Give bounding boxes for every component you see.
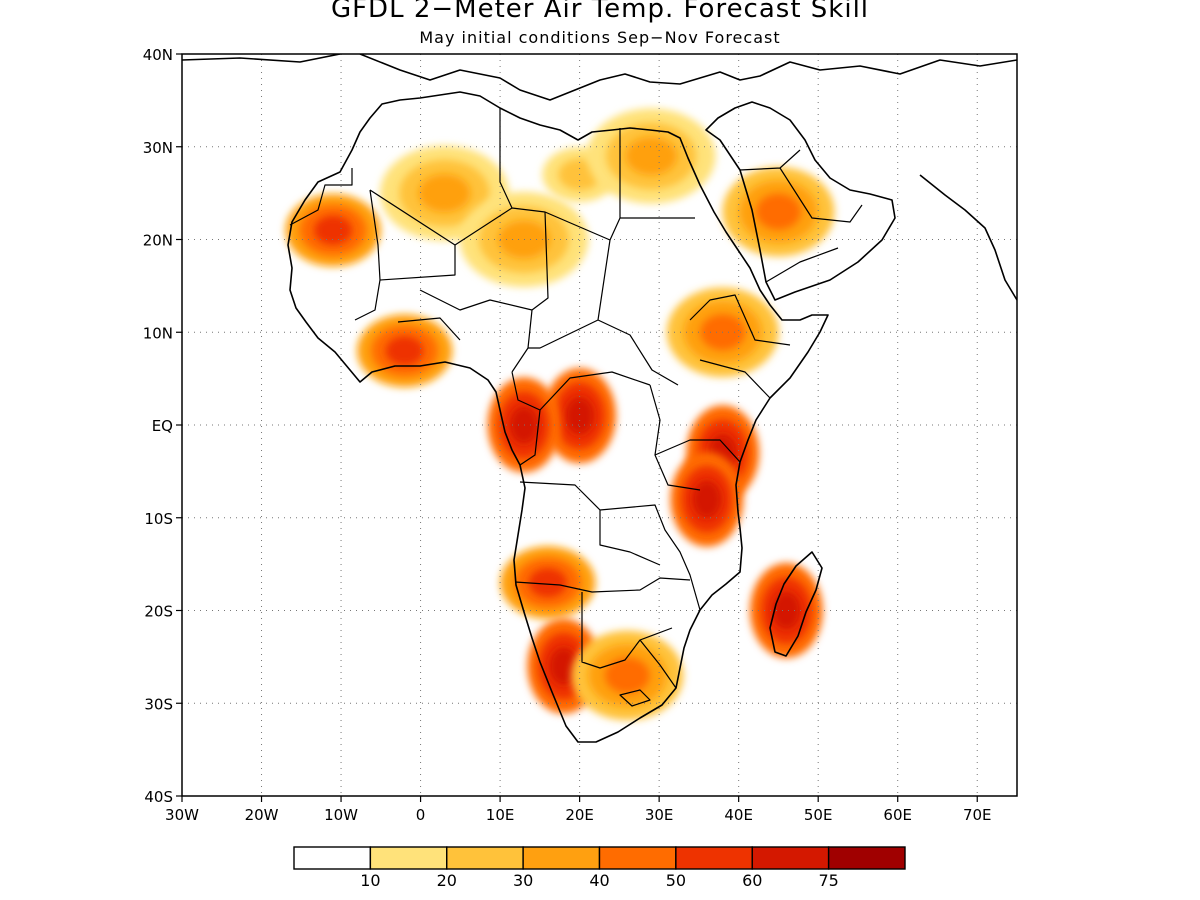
border-lines: [289, 108, 863, 707]
map-title: GFDL 2−Meter Air Temp. Forecast Skill: [330, 0, 870, 24]
latitude-axis: 40N 30N 20N 10N EQ 10S 20S 30S 40S: [143, 46, 182, 806]
arabia-coastline: [705, 101, 896, 301]
colorbar-swatch: [446, 846, 524, 870]
colorbar-swatch: [827, 846, 906, 870]
lat-tick-label: 10S: [144, 510, 173, 528]
lon-tick-label: 30E: [645, 806, 674, 824]
skill-region-south-africa: [604, 657, 650, 694]
lat-tick-label: 30S: [144, 695, 173, 713]
lat-tick-label: 30N: [143, 139, 173, 157]
lat-tick-label: 10N: [143, 324, 173, 342]
colorbar-label: 50: [666, 871, 686, 890]
colorbar-swatch: [675, 846, 753, 870]
lon-tick-label: 70E: [963, 806, 992, 824]
colorbar-swatch: [369, 846, 448, 870]
colorbar-swatch: [293, 846, 372, 870]
colorbar-swatch: [522, 846, 601, 870]
colorbar-label: 75: [818, 871, 838, 890]
colorbar-label: 40: [589, 871, 609, 890]
colorbar-swatch: [751, 846, 830, 870]
lon-tick-label: 10W: [324, 806, 358, 824]
colorbar-label: 20: [437, 871, 457, 890]
colorbar-label: 30: [513, 871, 533, 890]
lon-tick-label: 50E: [804, 806, 833, 824]
colorbar: 10 20 30 40 50 60 75: [293, 846, 906, 890]
lon-tick-label: 10E: [486, 806, 515, 824]
lat-tick-label: 20N: [143, 232, 173, 250]
longitude-axis: 30W 20W 10W 0 10E 20E 30E 40E 50E 60E 70E: [165, 796, 992, 824]
lon-tick-label: 20E: [565, 806, 594, 824]
skill-region-angola: [528, 568, 567, 598]
skill-region-egypt: [625, 136, 677, 176]
africa-coastline: [287, 91, 829, 743]
map-subtitle: May initial conditions Sep−Nov Forecast: [419, 28, 781, 47]
skill-region-namibia: [549, 647, 579, 686]
lon-tick-label: 20W: [245, 806, 279, 824]
colorbar-label: 60: [742, 871, 762, 890]
india-coastline: [919, 174, 1017, 301]
lon-tick-label: 30W: [165, 806, 199, 824]
europe-coastline: [182, 54, 1017, 101]
lat-tick-label: 40S: [144, 788, 173, 806]
lat-tick-label: EQ: [152, 417, 173, 435]
skill-region-sahara-central: [418, 174, 471, 213]
lat-tick-label: 20S: [144, 603, 173, 621]
madagascar-coastline: [769, 551, 823, 657]
skill-region-west-sahel: [314, 215, 353, 245]
country-borders: [289, 108, 863, 707]
lon-tick-label: 60E: [883, 806, 912, 824]
skill-region-gabon: [509, 405, 539, 445]
colorbar-label: 10: [360, 871, 380, 890]
skill-region-chad: [498, 220, 550, 259]
skill-shading: [285, 108, 835, 721]
colorbar-swatch: [598, 846, 677, 870]
skill-region-gulf-of-guinea: [385, 336, 424, 366]
coastlines: [182, 54, 1017, 743]
skill-region-madagascar: [771, 591, 801, 630]
lon-tick-label: 40E: [724, 806, 753, 824]
skill-region-tanzania: [692, 480, 722, 519]
skill-region-arabia: [756, 193, 801, 230]
lat-tick-label: 40N: [143, 46, 173, 64]
lon-tick-label: 0: [416, 806, 426, 824]
grid-lines: [182, 54, 1017, 796]
